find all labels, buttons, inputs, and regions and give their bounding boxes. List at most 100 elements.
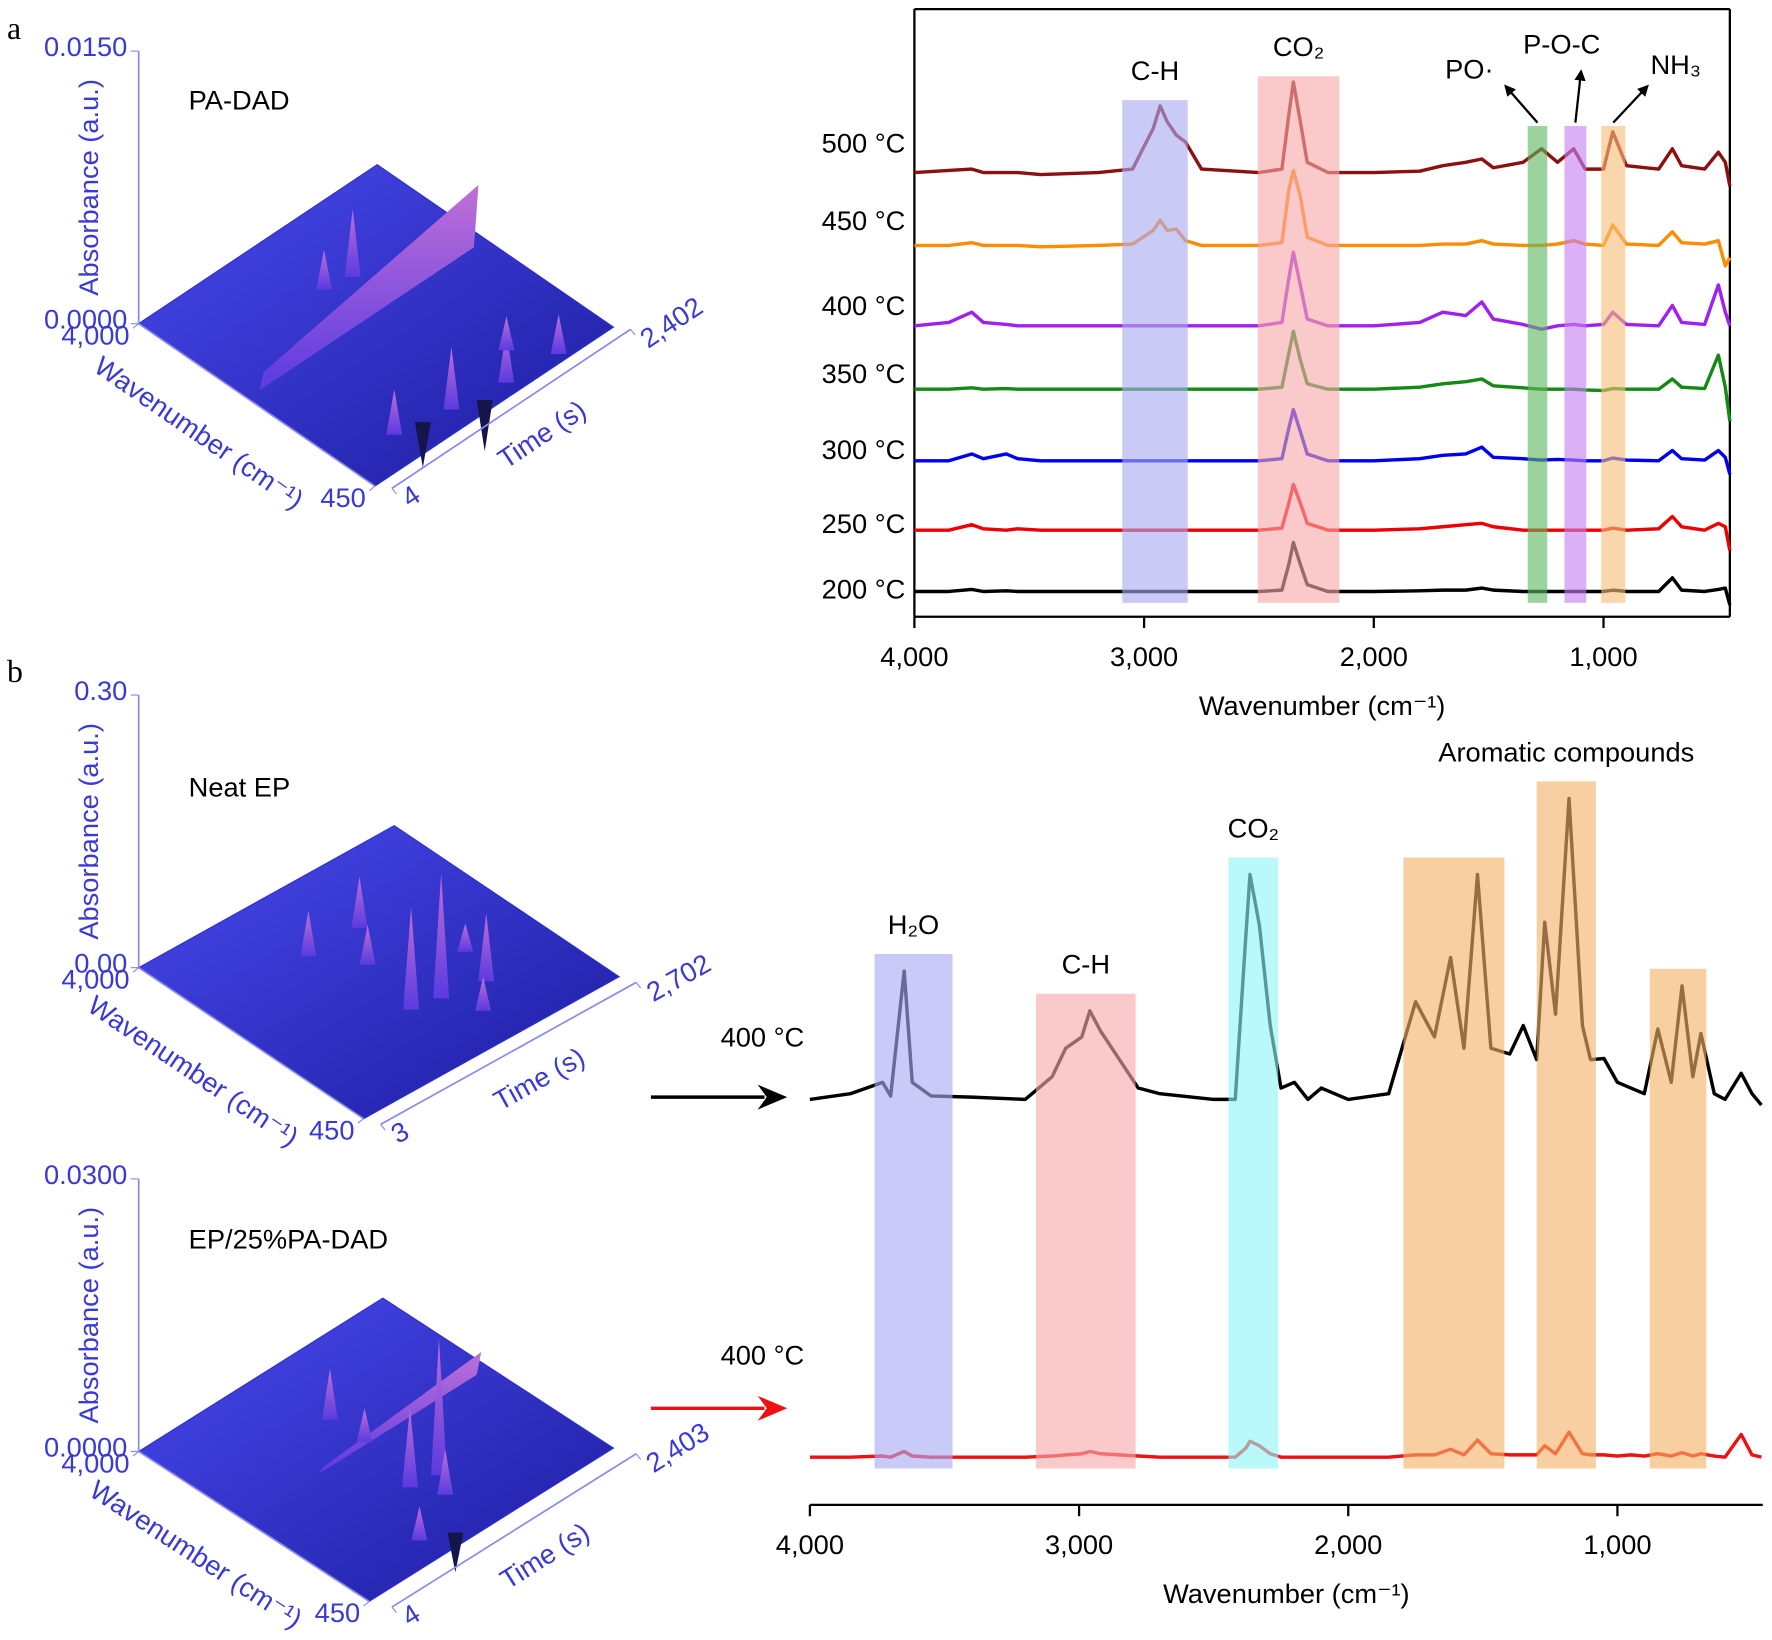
panel-title: Neat EP [189,772,290,803]
band-arrow [1504,84,1539,124]
surface-ridge [259,184,479,391]
x-axis-label: Wavenumber (cm⁻¹) [1163,1578,1410,1609]
x-tick-label: 4,000 [61,1447,129,1478]
time-tick [391,1606,397,1614]
x-axis [138,966,365,1120]
series-label: 200 °C [822,574,906,605]
surface-peak [414,422,431,468]
x-tick-label: 4,000 [61,320,129,351]
time-tick [635,982,642,989]
z-tick-label: 0.00 [74,948,127,979]
z-tick-label: 0.0000 [44,304,127,335]
time-tick-label: 2,702 [641,947,716,1007]
time-tick [635,1453,642,1460]
time-tick-label: 4 [396,1598,425,1632]
z-tick-label: 0.0300 [44,1159,127,1190]
x-tick [132,967,140,973]
x-tick-label: 3,000 [1045,1529,1113,1560]
band [1403,857,1505,1469]
band-label: P-O-C [1523,29,1600,60]
x-tick [357,1118,364,1124]
surface-peak [351,876,368,928]
spectrum-line [809,796,1763,1107]
time-tick [380,1124,386,1131]
surface-peak [356,1408,373,1443]
x-tick-label: 450 [315,1597,360,1628]
surface-peak [443,347,460,410]
band-label: Aromatic compounds [1438,736,1694,767]
panel-label: a [7,11,21,46]
surface-peak [478,913,495,982]
panel-label: b [7,654,23,689]
series-label: 400 °C [721,1021,805,1052]
time-tick-label: 2,403 [640,1416,714,1479]
series-label: 400 °C [822,290,906,321]
time-axis [391,328,631,490]
band [1228,857,1279,1469]
surface-peak [457,923,474,952]
band [1601,126,1626,603]
time-axis-label: Time (s) [492,394,591,475]
x-tick [363,1600,370,1607]
band [1122,100,1188,603]
surface-peak [300,910,317,957]
spectrum-line [809,1430,1762,1459]
surface-peak [498,316,515,351]
surface-peak [447,1532,464,1573]
band [1536,781,1596,1469]
x-tick-label: 450 [309,1115,354,1146]
z-axis-label: Absorbance (a.u.) [73,723,104,940]
x-axis [138,322,376,487]
surface-peak [411,1506,428,1541]
x-tick [368,485,376,492]
series-label: 500 °C [822,128,906,159]
z-tick-label: 0.0150 [44,31,127,62]
z-tick-label: 0.0000 [44,1431,127,1462]
time-axis-label: Time (s) [495,1516,595,1595]
series-label: 450 °C [822,205,906,236]
series-label: 350 °C [822,358,906,389]
panel-title: EP/25%PA-DAD [189,1224,388,1255]
band-arrow [1574,69,1586,123]
band [1036,993,1136,1469]
x-tick-label: 4,000 [776,1529,844,1560]
x-tick-label: 450 [320,482,365,513]
x-tick-label: 4,000 [61,963,129,994]
time-axis-label: Time (s) [488,1041,590,1116]
x-tick-label: 1,000 [1583,1529,1651,1560]
surface-peak [475,976,492,1011]
band-label: C-H [1131,55,1179,86]
surface-peak [321,1368,338,1420]
surface-peak [402,1407,418,1488]
x-tick-label: 1,000 [1569,641,1637,672]
band-label: CO₂ [1228,812,1279,843]
time-axis [380,981,637,1126]
band [1564,126,1587,603]
x-tick [132,1451,140,1457]
x-axis [138,1450,370,1603]
band-label: CO₂ [1273,31,1324,62]
surface-peak [431,1338,447,1476]
z-axis-label: Absorbance (a.u.) [73,1207,104,1424]
surface-peak [437,1449,454,1495]
surface-peak [316,249,333,290]
band-arrow [1612,84,1649,124]
band-label: C-H [1062,949,1110,980]
time-tick-label: 2,402 [634,290,708,354]
surface-peak [498,331,515,383]
band [1527,126,1548,603]
arrow-head [757,1395,788,1421]
surface-peak [550,314,567,355]
surface-peak [433,873,450,999]
z-axis-label: Absorbance (a.u.) [73,79,104,296]
surface-peak [344,208,361,278]
series-label: 400 °C [721,1339,805,1370]
band [1257,76,1340,603]
x-tick-label: 2,000 [1314,1529,1382,1560]
surface-peak [403,907,420,1010]
time-tick [630,329,636,336]
time-tick [391,488,397,495]
